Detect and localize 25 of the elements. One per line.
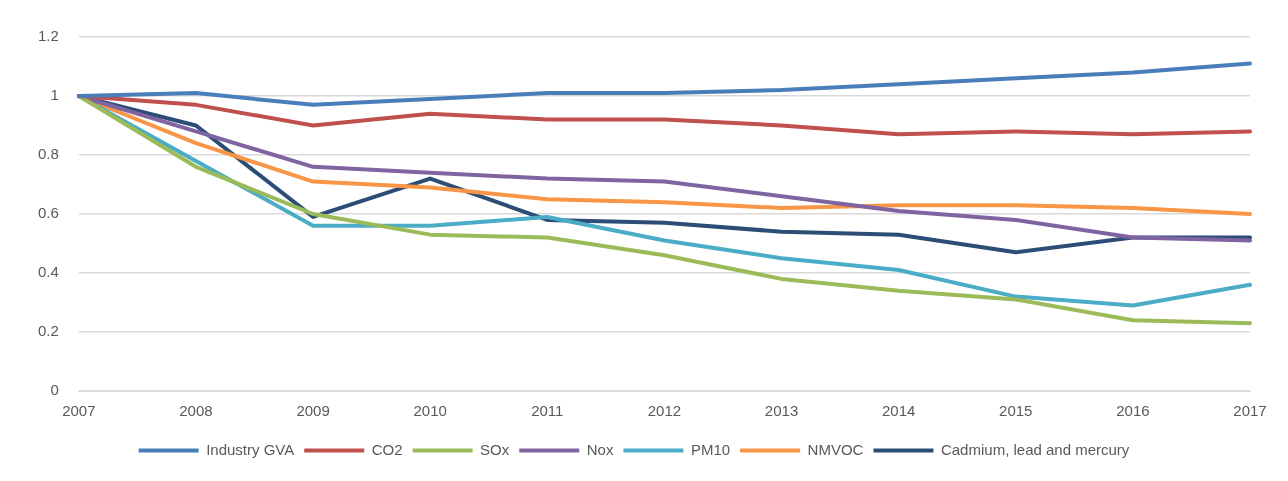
x-tick-label: 2017 <box>1233 402 1267 420</box>
y-tick-label: 0.6 <box>37 204 59 222</box>
x-tick-label: 2011 <box>531 402 564 420</box>
x-tick-label: 2009 <box>296 402 330 420</box>
x-tick-label: 2013 <box>764 402 799 420</box>
legend-label: NMVOC <box>807 440 864 458</box>
y-tick-label: 0.4 <box>37 263 59 281</box>
x-tick-label: 2008 <box>179 402 213 420</box>
legend-label: Cadmium, lead and mercury <box>940 440 1130 458</box>
legend-label: PM10 <box>690 440 731 458</box>
x-tick-label: 2007 <box>62 402 96 420</box>
legend-label: Nox <box>586 440 614 458</box>
y-tick-label: 0.2 <box>37 322 59 340</box>
y-tick-label: 1.2 <box>37 27 59 45</box>
x-tick-label: 2015 <box>999 402 1033 420</box>
legend-label: SOx <box>480 440 510 458</box>
y-tick-label: 0 <box>50 381 59 399</box>
x-tick-label: 2012 <box>647 402 682 420</box>
legend-label: CO2 <box>371 440 403 458</box>
y-tick-label: 0.8 <box>37 145 59 163</box>
legend-label: Industry GVA <box>206 440 295 458</box>
y-tick-label: 1 <box>50 86 59 104</box>
x-tick-label: 2016 <box>1116 402 1150 420</box>
x-tick-label: 2014 <box>881 402 916 420</box>
x-tick-label: 2010 <box>413 402 447 420</box>
